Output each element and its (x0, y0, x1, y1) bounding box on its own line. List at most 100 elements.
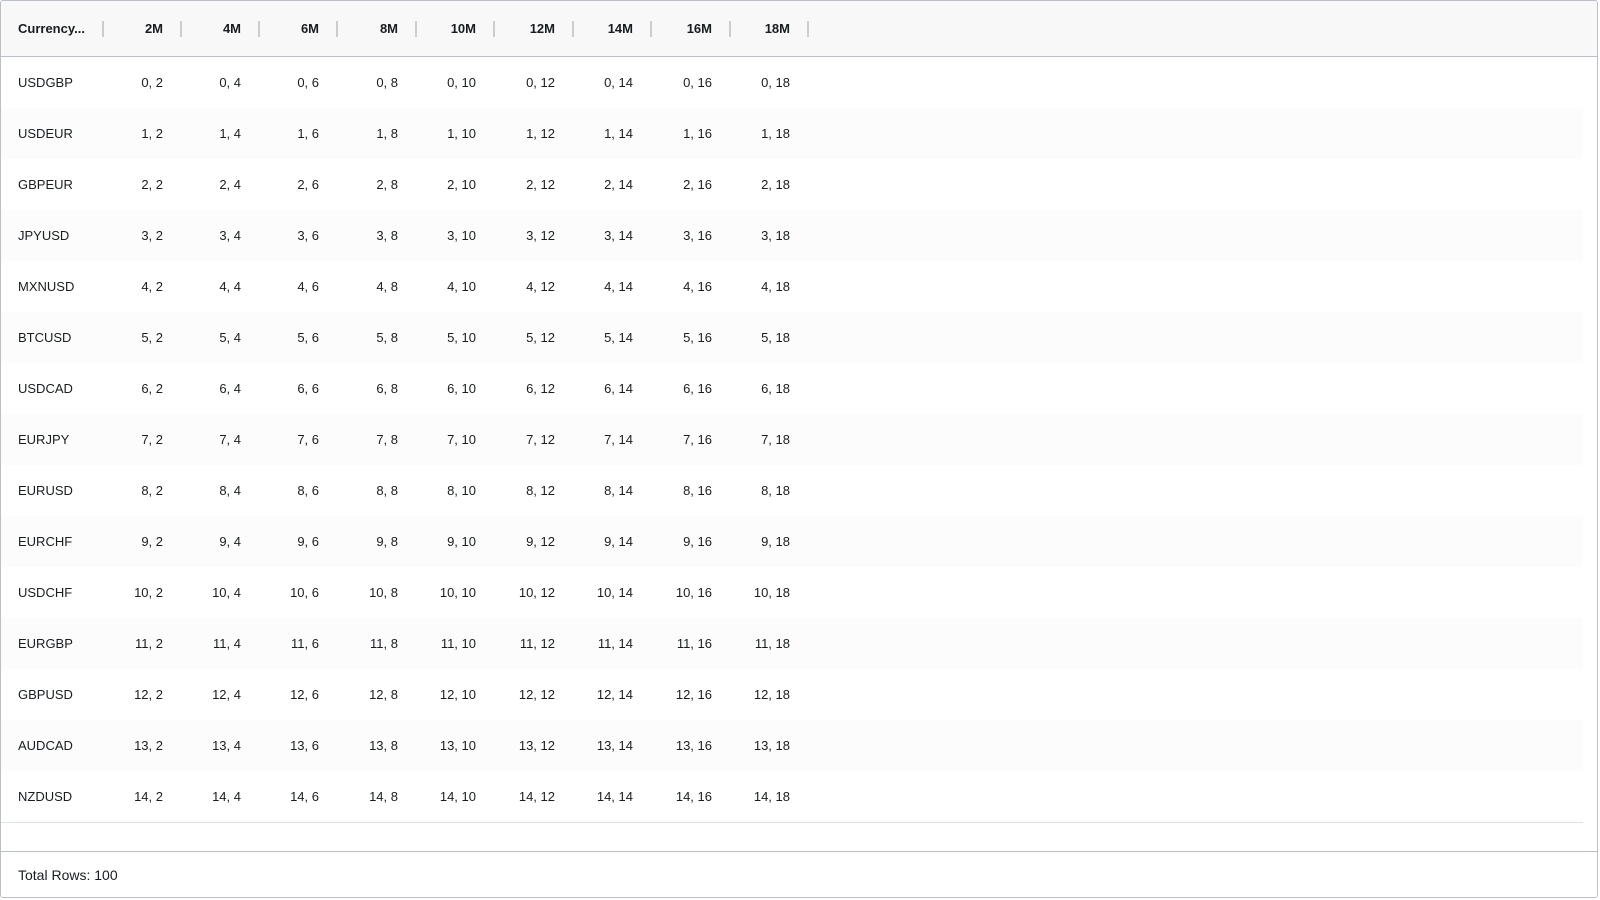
table-row[interactable]: USDCAD 6, 2 6, 4 6, 6 6, 8 6, 10 6, 12 6, 14 6, … (1, 363, 1585, 415)
value-cell[interactable]: 5, 12 (526, 330, 555, 345)
table-row[interactable]: GBPEUR 2, 2 2, 4 2, 6 2, 8 2, 10 2, 12 2, 14 2, … (1, 159, 1585, 211)
value-cell[interactable]: 2, 14 (604, 177, 633, 192)
value-cell[interactable]: 5, 6 (297, 330, 319, 345)
value-cell[interactable]: 5, 4 (219, 330, 241, 345)
table-row[interactable]: GBPUSD 12, 2 12, 4 12, 6 12, 8 12, 10 12, 12 12… (1, 669, 1585, 721)
value-cell[interactable]: 12, 12 (518, 687, 555, 702)
value-cell[interactable]: 8, 2 (141, 483, 163, 498)
currency-pair-cell[interactable]: EURCHF (18, 534, 73, 549)
column-header-10m[interactable]: 10M (416, 1, 495, 57)
value-cell[interactable]: 13, 16 (675, 738, 712, 753)
value-cell[interactable]: 5, 16 (683, 330, 712, 345)
value-cell[interactable]: 4, 14 (604, 279, 633, 294)
column-resize-handle[interactable] (729, 21, 731, 37)
value-cell[interactable]: 10, 12 (518, 585, 555, 600)
value-cell[interactable]: 2, 8 (376, 177, 398, 192)
currency-pair-cell[interactable]: AUDCAD (18, 738, 73, 753)
currency-pair-cell[interactable]: EURJPY (18, 432, 70, 447)
value-cell[interactable]: 14, 18 (753, 789, 790, 804)
value-cell[interactable]: 9, 18 (761, 534, 790, 549)
value-cell[interactable]: 5, 10 (447, 330, 476, 345)
value-cell[interactable]: 10, 2 (134, 585, 163, 600)
value-cell[interactable]: 9, 12 (526, 534, 555, 549)
value-cell[interactable]: 0, 14 (604, 75, 633, 90)
value-cell[interactable]: 3, 16 (683, 228, 712, 243)
column-resize-handle[interactable] (807, 21, 809, 37)
value-cell[interactable]: 14, 14 (596, 789, 633, 804)
value-cell[interactable]: 0, 8 (376, 75, 398, 90)
value-cell[interactable]: 6, 6 (297, 381, 319, 396)
value-cell[interactable]: 12, 6 (290, 687, 319, 702)
value-cell[interactable]: 10, 6 (290, 585, 319, 600)
value-cell[interactable]: 14, 16 (675, 789, 712, 804)
value-cell[interactable]: 7, 8 (376, 432, 398, 447)
currency-pair-cell[interactable]: MXNUSD (18, 279, 75, 294)
value-cell[interactable]: 10, 16 (675, 585, 712, 600)
value-cell[interactable]: 13, 2 (134, 738, 163, 753)
value-cell[interactable]: 10, 8 (369, 585, 398, 600)
value-cell[interactable]: 6, 10 (447, 381, 476, 396)
value-cell[interactable]: 3, 2 (141, 228, 163, 243)
value-cell[interactable]: 0, 10 (447, 75, 476, 90)
value-cell[interactable]: 7, 4 (219, 432, 241, 447)
value-cell[interactable]: 14, 12 (518, 789, 555, 804)
value-cell[interactable]: 9, 14 (604, 534, 633, 549)
value-cell[interactable]: 9, 2 (141, 534, 163, 549)
column-header-6m[interactable]: 6M (259, 1, 338, 57)
value-cell[interactable]: 12, 18 (753, 687, 790, 702)
value-cell[interactable]: 9, 4 (219, 534, 241, 549)
value-cell[interactable]: 11, 14 (597, 636, 633, 651)
value-cell[interactable]: 4, 10 (447, 279, 476, 294)
value-cell[interactable]: 2, 18 (761, 177, 790, 192)
value-cell[interactable]: 6, 2 (141, 381, 163, 396)
value-cell[interactable]: 14, 4 (212, 789, 241, 804)
grid-body[interactable]: USDGBP 0, 2 0, 4 0, 6 0, 8 0, 10 0, 12 0, 14 0, … (1, 57, 1585, 837)
table-row[interactable]: NZDUSD 14, 2 14, 4 14, 6 14, 8 14, 10 14, 12 14… (1, 771, 1585, 823)
value-cell[interactable]: 4, 8 (376, 279, 398, 294)
currency-pair-cell[interactable]: USDEUR (18, 126, 73, 141)
value-cell[interactable]: 14, 6 (290, 789, 319, 804)
currency-pair-cell[interactable]: NZDUSD (18, 789, 73, 804)
value-cell[interactable]: 1, 12 (526, 126, 555, 141)
column-resize-handle[interactable] (258, 21, 260, 37)
value-cell[interactable]: 12, 2 (134, 687, 163, 702)
table-row[interactable]: EURUSD 8, 2 8, 4 8, 6 8, 8 8, 10 8, 12 8, 14 8, … (1, 465, 1585, 517)
value-cell[interactable]: 12, 4 (212, 687, 241, 702)
value-cell[interactable]: 5, 18 (761, 330, 790, 345)
value-cell[interactable]: 4, 16 (683, 279, 712, 294)
value-cell[interactable]: 6, 12 (526, 381, 555, 396)
value-cell[interactable]: 8, 8 (376, 483, 398, 498)
value-cell[interactable]: 0, 2 (141, 75, 163, 90)
value-cell[interactable]: 6, 8 (376, 381, 398, 396)
value-cell[interactable]: 11, 4 (213, 636, 241, 651)
value-cell[interactable]: 3, 14 (604, 228, 633, 243)
value-cell[interactable]: 5, 14 (604, 330, 633, 345)
table-row[interactable]: AUDCAD 13, 2 13, 4 13, 6 13, 8 13, 10 13, 12 13… (1, 720, 1585, 772)
value-cell[interactable]: 0, 12 (526, 75, 555, 90)
value-cell[interactable]: 11, 2 (135, 636, 163, 651)
value-cell[interactable]: 1, 14 (604, 126, 633, 141)
value-cell[interactable]: 13, 8 (369, 738, 398, 753)
value-cell[interactable]: 12, 14 (596, 687, 633, 702)
column-resize-handle[interactable] (415, 21, 417, 37)
value-cell[interactable]: 11, 12 (519, 636, 555, 651)
table-row[interactable]: JPYUSD 3, 2 3, 4 3, 6 3, 8 3, 10 3, 12 3, 14 3, … (1, 210, 1585, 262)
value-cell[interactable]: 0, 4 (219, 75, 241, 90)
table-row[interactable]: USDCHF 10, 2 10, 4 10, 6 10, 8 10, 10 10, 12 10… (1, 567, 1585, 619)
value-cell[interactable]: 1, 18 (761, 126, 790, 141)
column-header-16m[interactable]: 16M (652, 1, 731, 57)
value-cell[interactable]: 11, 18 (754, 636, 790, 651)
value-cell[interactable]: 9, 16 (683, 534, 712, 549)
currency-pair-cell[interactable]: BTCUSD (18, 330, 72, 345)
vertical-scrollbar[interactable] (1583, 57, 1597, 847)
value-cell[interactable]: 14, 8 (369, 789, 398, 804)
value-cell[interactable]: 13, 10 (439, 738, 476, 753)
value-cell[interactable]: 3, 10 (447, 228, 476, 243)
column-header-12m[interactable]: 12M (495, 1, 574, 57)
currency-pair-cell[interactable]: GBPUSD (18, 687, 73, 702)
column-resize-handle[interactable] (650, 21, 652, 37)
value-cell[interactable]: 2, 16 (683, 177, 712, 192)
value-cell[interactable]: 1, 6 (297, 126, 319, 141)
column-resize-handle[interactable] (493, 21, 495, 37)
value-cell[interactable]: 7, 14 (604, 432, 633, 447)
